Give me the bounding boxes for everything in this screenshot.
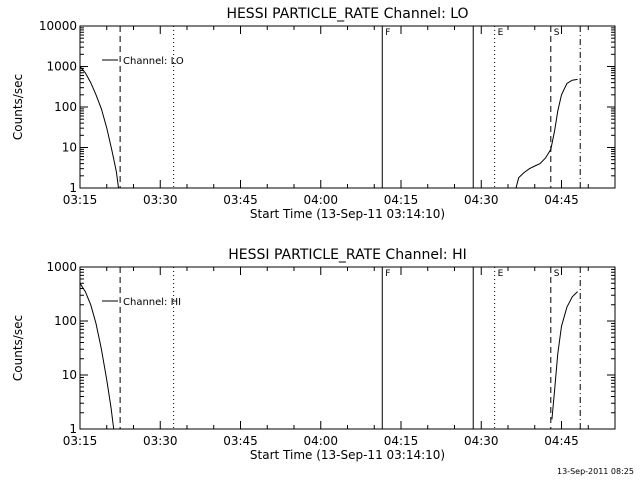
y-axis-label: Counts/sec [11,315,25,381]
x-axis-label: Start Time (13-Sep-11 03:14:10) [250,448,445,462]
series-line [79,66,119,189]
event-marker-label: S [554,28,560,38]
series-line [551,291,578,420]
x-tick-label: 03:45 [223,434,258,448]
y-tick-label: 1 [69,181,77,195]
legend-label: Channel: LO [123,56,184,67]
series-line [79,283,115,430]
x-tick-label: 04:45 [544,193,579,207]
y-tick-label: 1000 [46,260,77,274]
y-tick-label: 10000 [39,19,77,33]
chart-title: HESSI PARTICLE_RATE Channel: HI [228,247,466,263]
event-marker-label: E [498,28,504,38]
series-line [515,78,578,189]
footer-timestamp: 13-Sep-2011 08:25 [557,467,634,476]
x-axis-label: Start Time (13-Sep-11 03:14:10) [250,207,445,221]
x-tick-label: 04:00 [303,193,338,207]
y-tick-label: 10 [62,141,77,155]
y-tick-label: 10 [62,368,77,382]
event-marker-label: F [385,269,390,279]
plot-frame [79,25,616,189]
x-tick-label: 04:00 [303,434,338,448]
x-tick-label: 04:15 [384,193,419,207]
y-tick-label: 1 [69,422,77,436]
x-tick-label: 03:15 [63,193,98,207]
y-tick-label: 100 [54,314,77,328]
x-tick-label: 04:15 [384,434,419,448]
plot-frame [79,266,616,430]
x-tick-label: 04:30 [464,193,499,207]
panel-hi: HESSI PARTICLE_RATE Channel: HI 03:15 03:3… [11,247,616,462]
x-tick-label: 03:30 [143,434,178,448]
event-marker-label: F [385,28,390,38]
event-marker-label: E [498,269,504,279]
x-tick-label: 04:30 [464,434,499,448]
chart-title: HESSI PARTICLE_RATE Channel: LO [226,6,468,22]
legend-label: Channel: HI [123,297,181,308]
y-tick-label: 1000 [46,60,77,74]
panel-lo: HESSI PARTICLE_RATE Channel: LO 03:15 03:3… [11,6,616,221]
x-tick-label: 03:15 [63,434,98,448]
x-tick-label: 03:30 [143,193,178,207]
x-tick-label: 04:45 [544,434,579,448]
x-tick-label: 03:45 [223,193,258,207]
y-axis-label: Counts/sec [11,74,25,140]
y-tick-label: 100 [54,100,77,114]
event-marker-label: S [554,269,560,279]
